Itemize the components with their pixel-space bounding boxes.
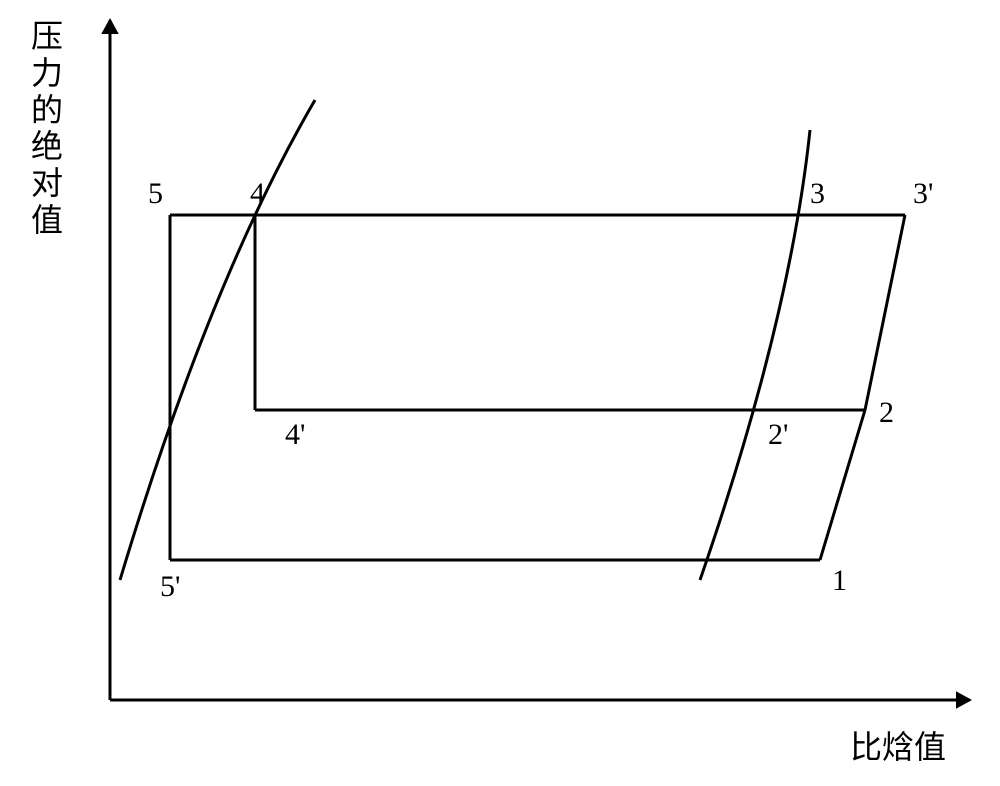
saturation-curve-left <box>120 100 315 580</box>
seg-1-2 <box>820 410 865 560</box>
label-p2: 2 <box>879 396 894 429</box>
diagram-container: 压力的绝对值 比焓值 5 4 3 3' 4' 2' 2 5' 1 <box>0 0 1000 786</box>
seg-2-3p <box>865 215 905 410</box>
label-p1: 1 <box>832 564 847 597</box>
x-axis-arrow <box>956 691 972 709</box>
label-p5p: 5' <box>160 570 180 603</box>
label-p3: 3 <box>810 177 825 210</box>
label-p2p: 2' <box>768 418 788 451</box>
label-p5: 5 <box>148 177 163 210</box>
ph-diagram: 5 4 3 3' 4' 2' 2 5' 1 <box>0 0 1000 786</box>
y-axis-arrow <box>101 18 119 34</box>
y-axis-label: 压力的绝对值 <box>30 18 64 239</box>
x-axis-label: 比焓值 <box>850 722 946 768</box>
label-p3p: 3' <box>913 177 933 210</box>
label-p4p: 4' <box>285 418 305 451</box>
label-p4: 4 <box>250 177 265 210</box>
saturation-curve-right <box>700 130 810 580</box>
